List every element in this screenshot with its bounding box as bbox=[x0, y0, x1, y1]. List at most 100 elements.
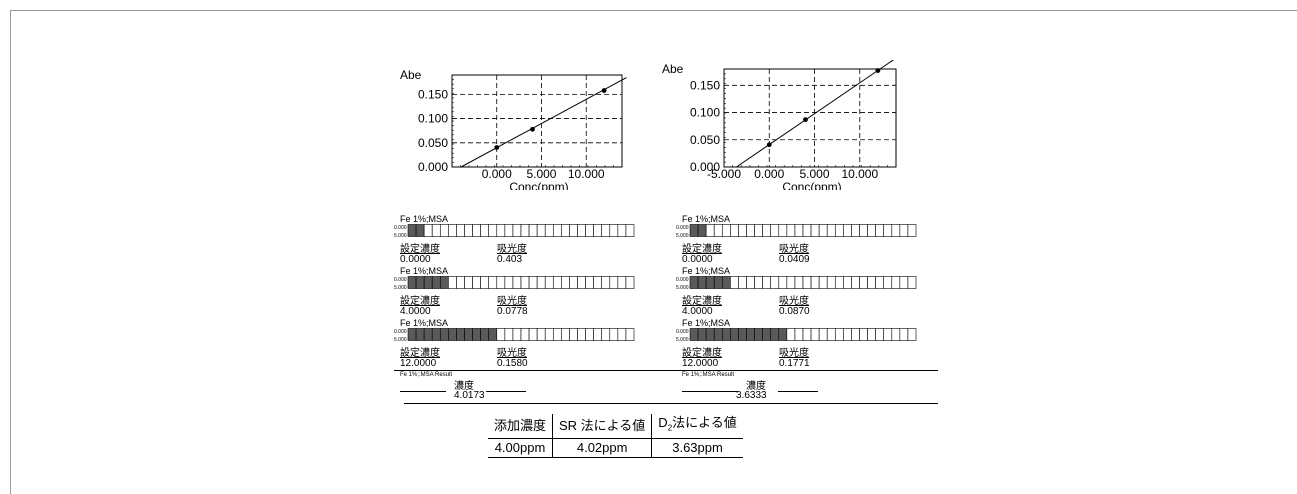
x-tick-label: 0.000 bbox=[482, 167, 512, 181]
bar-segment bbox=[512, 224, 522, 237]
divider bbox=[778, 391, 818, 392]
bar-segment bbox=[552, 328, 562, 341]
bar-segment bbox=[826, 224, 836, 237]
setting-conc-label: 設定濃度 bbox=[400, 296, 440, 307]
y-tick-label: 0.150 bbox=[418, 87, 448, 101]
bar-segment bbox=[569, 224, 578, 237]
concentration-bar: 0.000 5.000 bbox=[676, 328, 917, 342]
divider bbox=[676, 370, 938, 371]
absorbance-value: 0.1580 bbox=[497, 358, 528, 369]
bar-segment bbox=[585, 328, 594, 341]
bar-segment bbox=[585, 276, 594, 289]
bar-segment bbox=[512, 328, 522, 341]
bar-segment bbox=[528, 224, 538, 237]
d2-suffix: 法による値 bbox=[672, 415, 737, 430]
bar-segment bbox=[778, 276, 788, 289]
block-title: Fe 1%;MSA bbox=[400, 214, 449, 224]
calibration-chart-left: 0.000 5.000 10.000 0.000 0.050 0.100 0.150 Abe C… bbox=[400, 68, 627, 190]
bar-segment bbox=[721, 328, 731, 341]
x-tick-label: 10.000 bbox=[841, 167, 878, 181]
bar-segment bbox=[762, 276, 772, 289]
bar-scale-top: 0.000 bbox=[676, 277, 689, 283]
bar-scale-bottom: 5.000 bbox=[394, 285, 407, 290]
x-axis-label: Conc(ppm) bbox=[509, 180, 568, 190]
divider bbox=[400, 391, 446, 392]
setting-conc-label: 設定濃度 bbox=[682, 348, 722, 359]
bar-segment bbox=[561, 328, 570, 341]
bar-segment bbox=[738, 328, 747, 341]
absorbance-label: 吸光度 bbox=[497, 296, 527, 307]
bar-segment bbox=[456, 224, 465, 237]
setting-conc-value: 4.0000 bbox=[400, 306, 431, 317]
bar-segment bbox=[601, 328, 611, 341]
bar-segment bbox=[705, 328, 715, 341]
bar-scale-top: 0.000 bbox=[394, 329, 407, 335]
result-conc-label: 濃度 bbox=[746, 381, 766, 392]
bar-scale-bottom: 5.000 bbox=[394, 233, 407, 238]
measurement-panel-left: Fe 1%;MSA 0.000 5.000 設定濃度 吸光度 0.0000 0.4… bbox=[394, 210, 706, 410]
bar-segment bbox=[851, 224, 860, 237]
y-tick-label: 0.100 bbox=[690, 106, 720, 120]
bar-segment bbox=[907, 224, 917, 237]
bar-segment bbox=[843, 276, 852, 289]
block-title: Fe 1%;MSA bbox=[400, 318, 449, 328]
bar-segment bbox=[407, 224, 417, 237]
y-tick-label: 0.100 bbox=[418, 112, 448, 126]
bar-segment bbox=[786, 224, 796, 237]
bar-segment bbox=[721, 276, 731, 289]
bar-segment bbox=[609, 328, 619, 341]
bar-segment bbox=[431, 276, 441, 289]
bar-segment bbox=[730, 328, 739, 341]
bar-segment bbox=[697, 276, 707, 289]
x-axis-label: Conc(ppm) bbox=[782, 180, 841, 190]
bar-segment bbox=[802, 224, 812, 237]
bar-segment bbox=[423, 328, 433, 341]
bar-segment bbox=[705, 276, 715, 289]
bar-segment bbox=[561, 224, 570, 237]
result-conc-value: 4.0173 bbox=[454, 390, 485, 401]
bar-segment bbox=[818, 224, 828, 237]
setting-conc-value: 0.0000 bbox=[682, 254, 713, 265]
bar-segment bbox=[899, 328, 909, 341]
bar-segment bbox=[859, 276, 868, 289]
bar-segment bbox=[609, 224, 619, 237]
bar-segment bbox=[407, 276, 417, 289]
setting-conc-label: 設定濃度 bbox=[400, 348, 440, 359]
bar-segment bbox=[875, 276, 885, 289]
x-tick-label: 10.000 bbox=[568, 167, 605, 181]
x-tick-label: 5.000 bbox=[526, 167, 556, 181]
absorbance-label: 吸光度 bbox=[779, 296, 809, 307]
bar-segment bbox=[512, 276, 522, 289]
bar-segment bbox=[721, 224, 731, 237]
bar-segment bbox=[834, 224, 844, 237]
absorbance-label: 吸光度 bbox=[779, 348, 809, 359]
bar-segment bbox=[802, 276, 812, 289]
bar-segment bbox=[488, 276, 498, 289]
bar-segment bbox=[697, 328, 707, 341]
bar-segment bbox=[496, 224, 506, 237]
bar-segment bbox=[899, 276, 909, 289]
data-point bbox=[601, 88, 607, 93]
bar-segment bbox=[480, 328, 490, 341]
y-tick-label: 0.050 bbox=[418, 136, 448, 150]
added-conc-value: 4.00ppm bbox=[488, 438, 553, 458]
absorbance-value: 0.0870 bbox=[779, 306, 810, 317]
bar-segment bbox=[480, 224, 490, 237]
y-tick-label: 0.000 bbox=[690, 160, 720, 174]
bar-scale-top: 0.000 bbox=[394, 277, 407, 283]
bar-segment bbox=[697, 224, 707, 237]
result-title: Fe 1%;:MSA Result bbox=[682, 372, 735, 378]
bar-segment bbox=[617, 328, 627, 341]
bar-segment bbox=[818, 276, 828, 289]
bar-segment bbox=[431, 224, 441, 237]
bar-segment bbox=[802, 328, 812, 341]
bar-segment bbox=[504, 276, 514, 289]
bar-segment bbox=[713, 328, 723, 341]
bar-segment bbox=[448, 224, 457, 237]
bar-segment bbox=[536, 276, 546, 289]
absorbance-value: 0.0409 bbox=[779, 254, 810, 265]
header-sr-method: SR 法による値 bbox=[552, 414, 653, 439]
bar-segment bbox=[907, 276, 917, 289]
bar-segment bbox=[439, 328, 449, 341]
subscript-two: 2 bbox=[667, 423, 673, 433]
